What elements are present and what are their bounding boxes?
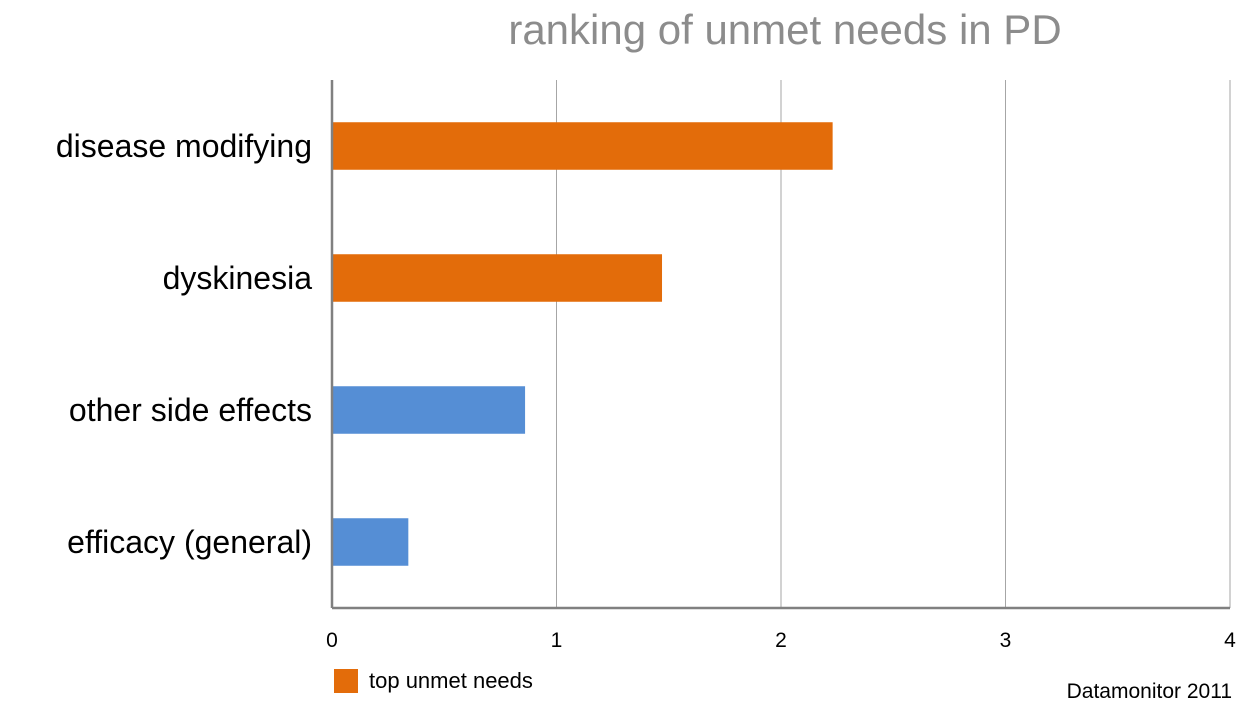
- x-tick-labels: 0 1 2 3 4: [326, 629, 1236, 652]
- bar: [333, 122, 833, 170]
- bar: [333, 254, 663, 302]
- x-tick-label: 1: [551, 629, 563, 652]
- x-tick-label: 3: [1000, 629, 1012, 652]
- x-tick-label: 0: [326, 629, 338, 652]
- axes: [330, 80, 1230, 610]
- category-labels: disease modifying dyskinesia other side ef…: [56, 128, 312, 560]
- bar: [333, 518, 409, 566]
- legend: top unmet needs: [334, 668, 533, 693]
- x-tick-label: 4: [1224, 629, 1236, 652]
- category-label: efficacy (general): [67, 524, 312, 560]
- legend-label: top unmet needs: [369, 668, 533, 693]
- bars: [333, 122, 833, 566]
- legend-swatch: [334, 669, 358, 693]
- x-tick-label: 2: [775, 629, 787, 652]
- category-label: dyskinesia: [163, 260, 313, 296]
- category-label: other side effects: [69, 392, 312, 428]
- source-note: Datamonitor 2011: [1067, 680, 1232, 701]
- chart-title: ranking of unmet needs in PD: [508, 6, 1061, 53]
- category-label: disease modifying: [56, 128, 312, 164]
- bar: [333, 386, 526, 434]
